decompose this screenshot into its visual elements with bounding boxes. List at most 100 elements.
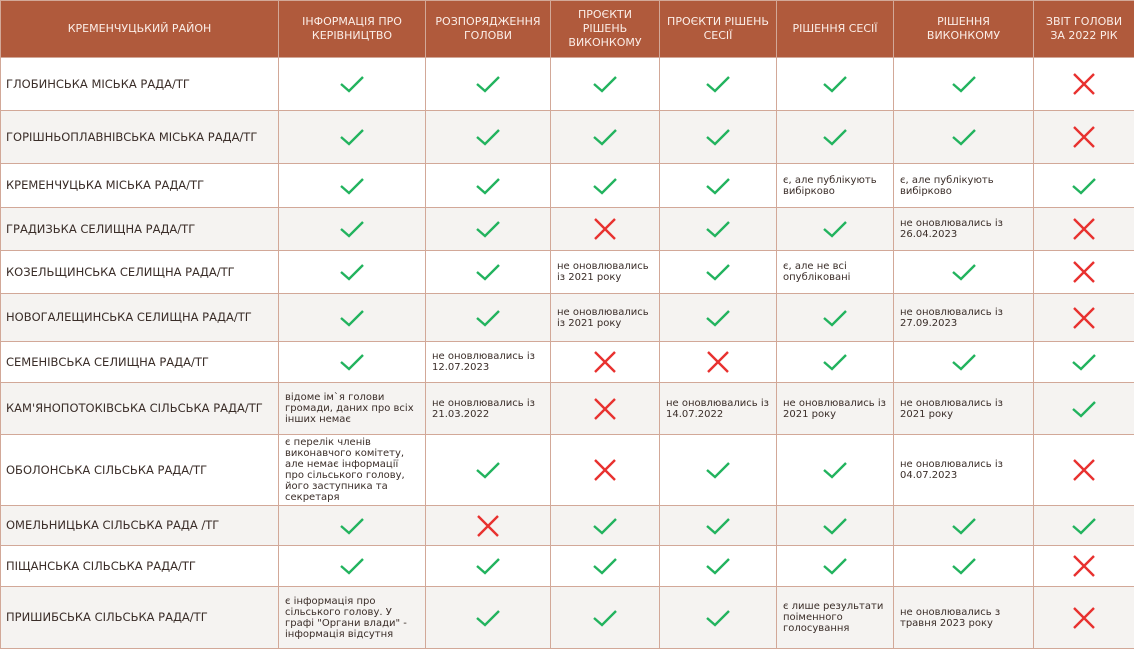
check-icon (339, 218, 365, 240)
status-cell (660, 506, 777, 546)
community-name: Козельщинська селищна рада/ТГ (1, 251, 279, 294)
community-name: Семенівська селищна рада/ТГ (1, 342, 279, 383)
check-icon (822, 307, 848, 329)
check-icon (339, 307, 365, 329)
community-name: Глобинська міська рада/ТГ (1, 58, 279, 111)
status-cell (1034, 546, 1134, 587)
status-cell (1034, 506, 1134, 546)
check-icon (951, 126, 977, 148)
status-cell (426, 506, 551, 546)
note-cell: не оновлювались із 21.03.2022 (426, 383, 551, 435)
check-icon (339, 261, 365, 283)
status-cell (1034, 111, 1134, 164)
header-district: Кременчуцький район (1, 1, 279, 58)
status-cell (551, 435, 660, 506)
note-cell: є, але публікують вибірково (777, 164, 894, 208)
check-icon (705, 73, 731, 95)
community-name: Кам'янопотоківська сільська рада/ТГ (1, 383, 279, 435)
check-icon (475, 218, 501, 240)
status-cell (426, 294, 551, 342)
cross-icon (1071, 218, 1097, 240)
check-icon (951, 73, 977, 95)
cross-icon (592, 459, 618, 481)
status-cell (660, 251, 777, 294)
check-icon (1071, 175, 1097, 197)
cross-icon (1071, 126, 1097, 148)
status-cell (777, 111, 894, 164)
check-icon (1071, 515, 1097, 537)
note-cell: не оновлювались із 26.04.2023 (894, 208, 1034, 251)
status-cell (777, 546, 894, 587)
status-cell (1034, 208, 1134, 251)
status-cell (551, 208, 660, 251)
check-icon (339, 175, 365, 197)
status-cell (660, 58, 777, 111)
check-icon (475, 126, 501, 148)
check-icon (951, 555, 977, 577)
status-cell (1034, 164, 1134, 208)
status-cell (279, 342, 426, 383)
cross-icon (1071, 307, 1097, 329)
status-cell (551, 546, 660, 587)
check-icon (592, 175, 618, 197)
check-icon (475, 607, 501, 629)
check-icon (475, 307, 501, 329)
status-cell (279, 546, 426, 587)
note-cell: є інформація про сільського голову. У гр… (279, 587, 426, 649)
status-cell (426, 587, 551, 649)
status-cell (551, 342, 660, 383)
status-cell (1034, 251, 1134, 294)
status-cell (894, 58, 1034, 111)
status-cell (551, 506, 660, 546)
status-cell (551, 383, 660, 435)
header-session-decisions: Рішення сесії (777, 1, 894, 58)
status-cell (660, 294, 777, 342)
cross-icon (592, 218, 618, 240)
status-cell (426, 58, 551, 111)
table-row: Пришибська сільська рада/ТГє інформація … (1, 587, 1134, 649)
check-icon (339, 515, 365, 537)
check-icon (592, 126, 618, 148)
table-row: Омельницька сільська рада /ТГ (1, 506, 1134, 546)
check-icon (592, 515, 618, 537)
status-cell (1034, 342, 1134, 383)
status-cell (894, 111, 1034, 164)
header-exec-draft-decisions: Проєкти рішень виконкому (551, 1, 660, 58)
community-name: Кременчуцька міська рада/ТГ (1, 164, 279, 208)
check-icon (951, 351, 977, 373)
cross-icon (705, 351, 731, 373)
check-icon (339, 73, 365, 95)
table-row: Піщанська сільська рада/ТГ (1, 546, 1134, 587)
status-cell (894, 506, 1034, 546)
status-cell (660, 342, 777, 383)
status-cell (426, 435, 551, 506)
cross-icon (1071, 555, 1097, 577)
status-cell (1034, 383, 1134, 435)
check-icon (475, 261, 501, 283)
status-cell (1034, 294, 1134, 342)
status-cell (551, 111, 660, 164)
community-name: Пришибська сільська рада/ТГ (1, 587, 279, 649)
status-cell (660, 546, 777, 587)
check-icon (822, 73, 848, 95)
status-cell (279, 164, 426, 208)
check-icon (822, 459, 848, 481)
check-icon (822, 515, 848, 537)
community-name: Оболонська сільська рада/ТГ (1, 435, 279, 506)
note-cell: не оновлювались із 2021 року (551, 251, 660, 294)
status-cell (777, 435, 894, 506)
cross-icon (1071, 73, 1097, 95)
status-cell (777, 506, 894, 546)
note-cell: є перелік членів виконавчого комітету, а… (279, 435, 426, 506)
cross-icon (592, 351, 618, 373)
status-cell (551, 587, 660, 649)
status-cell (551, 58, 660, 111)
community-name: Градизька селищна рада/ТГ (1, 208, 279, 251)
note-cell: не оновлювались із 2021 року (551, 294, 660, 342)
check-icon (822, 555, 848, 577)
check-icon (475, 73, 501, 95)
check-icon (339, 126, 365, 148)
table-row: Горішньоплавнівська міська рада/ТГ (1, 111, 1134, 164)
